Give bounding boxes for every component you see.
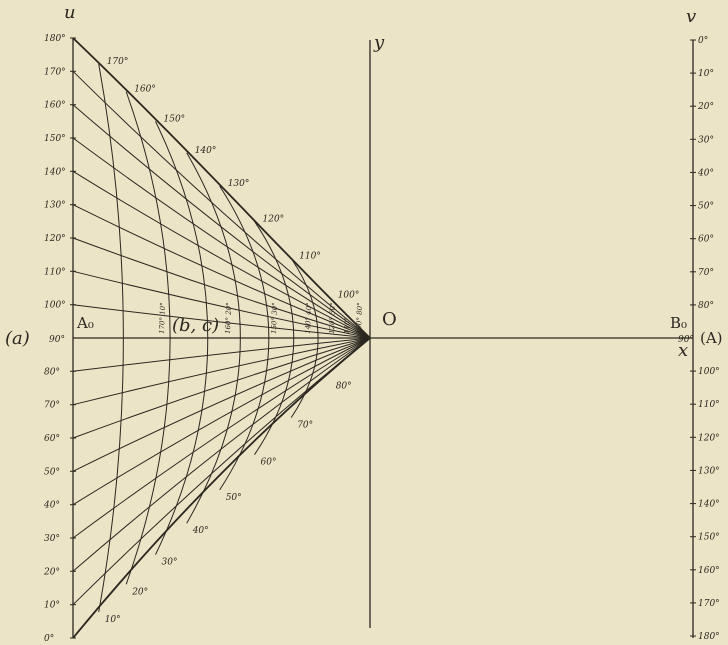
origin-label: O: [382, 309, 397, 330]
u-tick-label: 10°: [44, 601, 60, 611]
v-tick-label: 70°: [698, 268, 714, 278]
u-grid-curve: [72, 337, 371, 372]
v-tick-label: 180°: [698, 632, 720, 642]
v-tick-label: 60°: [698, 235, 714, 245]
v-tick-label: 20°: [697, 102, 714, 112]
bc-curve-label: 150° 30°: [270, 302, 279, 334]
u-tick-label: 170°: [44, 67, 66, 77]
v-tick-label: 0°: [698, 36, 708, 46]
bc-grid-curve: [155, 121, 209, 555]
bc-curve-label: 170° 10°: [158, 302, 167, 334]
u-tick-label: 0°: [44, 634, 54, 644]
boundary-label: 120°: [263, 214, 285, 224]
v-tick-label: 140°: [698, 500, 720, 510]
u-tick-label: 130°: [44, 201, 66, 211]
u-tick-label: 80°: [44, 367, 60, 377]
u-grid-curve: [72, 204, 371, 339]
v-axis-label: v: [686, 6, 696, 27]
u-grid-curve: [72, 70, 371, 339]
u-tick-label: 70°: [44, 401, 60, 411]
bc-grid-curve: [186, 152, 241, 524]
v-tick-label: 130°: [698, 466, 720, 476]
v-tick-label: 160°: [698, 566, 720, 576]
u-axis-label: u: [64, 2, 76, 23]
v-tick-label: 120°: [698, 433, 720, 443]
u-tick-label: 50°: [44, 467, 60, 477]
u-grid-curve: [72, 337, 371, 539]
u-grid-curve: [72, 170, 371, 339]
bc-curve-label: 160° 20°: [224, 302, 233, 334]
u-tick-label: 140°: [44, 167, 66, 177]
boundary-label: 160°: [134, 85, 156, 95]
u-tick-label: 40°: [43, 501, 60, 511]
u-tick-label: 120°: [44, 234, 66, 244]
a-label: (a): [5, 328, 30, 349]
u-tick-label: 20°: [43, 567, 60, 577]
u-tick-label: 180°: [44, 34, 66, 44]
boundary-label: 170°: [107, 57, 129, 67]
u-grid-curve: [72, 237, 371, 339]
bc-curve-label: 140° 40°: [304, 302, 313, 334]
x-axis-label: x: [678, 340, 688, 361]
boundary-label: 80°: [336, 382, 352, 392]
bc-curve-label: 120° 50°: [328, 302, 337, 334]
boundary-label: 130°: [228, 179, 250, 189]
boundary-label: 20°: [131, 587, 148, 597]
u-tick-label: 110°: [44, 267, 66, 277]
v-tick-label: 110°: [698, 400, 720, 410]
v-tick-label: 10°: [698, 69, 714, 79]
v-90-label: 90°: [678, 335, 694, 345]
u-grid-curve: [72, 337, 371, 406]
v-tick-label: 150°: [698, 533, 720, 543]
u-tick-label: 160°: [44, 101, 66, 111]
v-tick-label: 170°: [698, 599, 720, 609]
b0-label: B₀: [670, 314, 687, 332]
u-grid-curve: [72, 137, 371, 339]
boundary-label: 50°: [226, 493, 242, 503]
a-right-label: (A): [700, 329, 723, 347]
u-grid-curve: [72, 304, 371, 339]
u-90-label: 90°: [49, 335, 65, 345]
boundary-label: 100°: [338, 290, 360, 300]
bc-grid-curve: [219, 185, 270, 491]
bc-curve-label: 110°: [343, 317, 352, 334]
u-grid-curve: [72, 337, 371, 572]
u-grid-curve: [72, 337, 371, 439]
u-grid-curve: [72, 337, 371, 606]
bc-grid-curve: [125, 91, 171, 585]
u-tick-label: 100°: [44, 301, 66, 311]
boundary-label: 60°: [261, 458, 277, 468]
v-tick-label: 100°: [698, 367, 720, 377]
boundary-label: 10°: [105, 615, 121, 625]
boundary-label: 150°: [164, 114, 186, 124]
v-tick-label: 80°: [698, 301, 714, 311]
boundary-label: 140°: [195, 146, 217, 156]
bc-label: (b, c): [172, 315, 219, 336]
boundary-curve-upper: [72, 37, 371, 339]
a0-label: A₀: [76, 314, 94, 332]
bc-grid-curve: [290, 258, 319, 418]
u-grid-curve: [72, 337, 371, 506]
bc-grid-curve: [254, 221, 295, 455]
boundary-label: 70°: [297, 421, 313, 431]
boundary-label: 30°: [162, 558, 178, 568]
v-tick-label: 30°: [698, 135, 714, 145]
u-tick-label: 60°: [44, 434, 60, 444]
u-grid-curve: [72, 104, 371, 339]
boundary-label: 40°: [192, 526, 209, 536]
u-grid-curve: [72, 270, 371, 339]
v-tick-label: 40°: [697, 168, 714, 178]
u-grid-curve: [72, 337, 371, 472]
boundary-curve-lower: [72, 337, 371, 639]
bc-grid-curve: [98, 63, 124, 613]
u-tick-label: 30°: [44, 534, 60, 544]
v-tick-label: 50°: [698, 202, 714, 212]
u-tick-label: 150°: [44, 134, 66, 144]
boundary-label: 110°: [299, 251, 321, 261]
y-axis-label: y: [373, 32, 385, 53]
bc-curve-label: 100° 80°: [355, 302, 364, 334]
